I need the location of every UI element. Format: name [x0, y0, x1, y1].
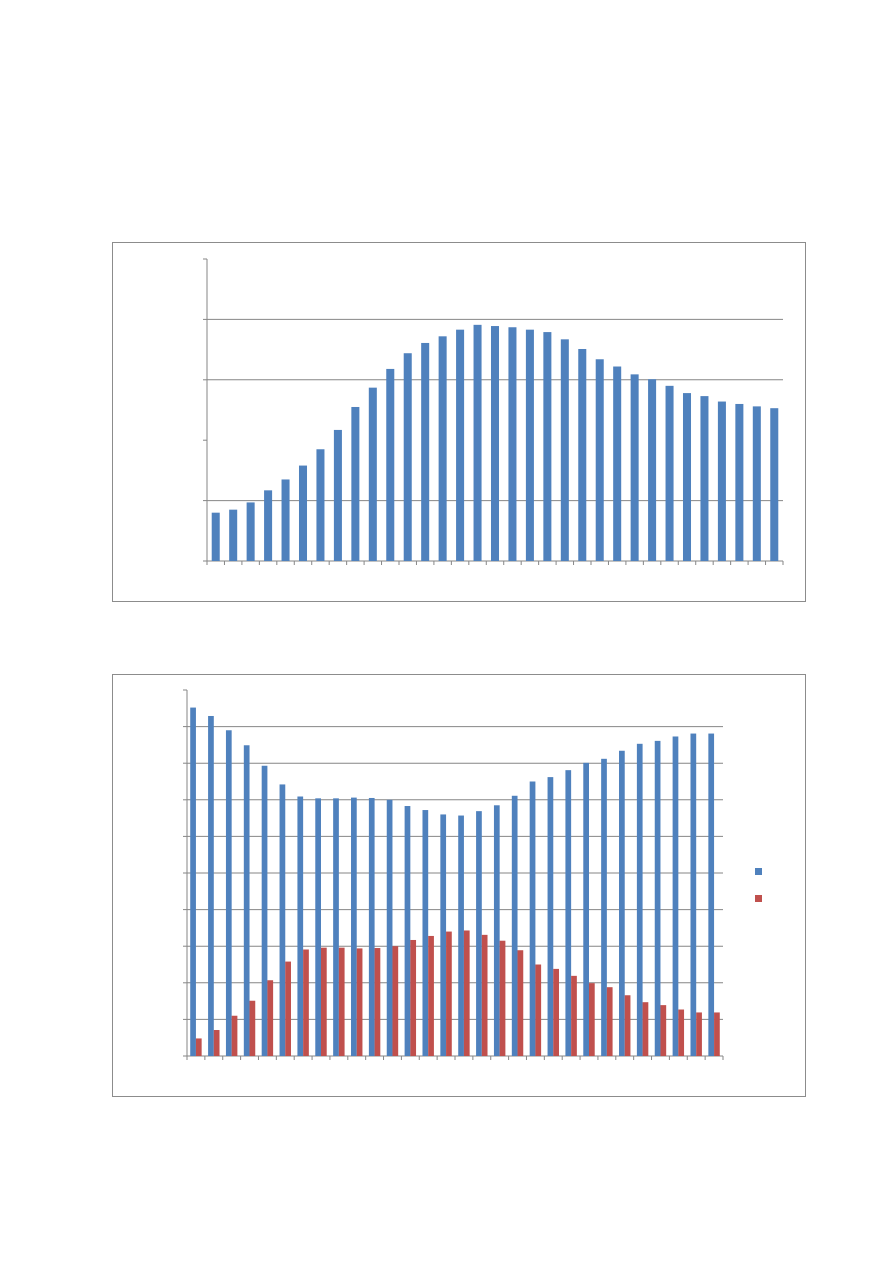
- chart-2-series-2-bar: [285, 961, 291, 1056]
- chart-2-series-2-bar: [696, 1012, 702, 1056]
- chart-1-series-1-bar: [403, 353, 412, 561]
- chart-2-series-1-bar: [225, 730, 232, 1056]
- chart-2-series-1-bar: [386, 799, 393, 1056]
- chart-2-series-1-bar: [279, 784, 286, 1056]
- chart-2-series-1-bar: [672, 736, 679, 1056]
- chart-2-series-1-bar: [529, 781, 536, 1056]
- chart-2-series-2-bar: [195, 1038, 202, 1056]
- chart-2-series-1-bar: [690, 733, 697, 1056]
- chart-2-legend-key-2: [755, 895, 762, 902]
- chart-2-svg: [183, 689, 762, 1060]
- chart-1-series-1-bar: [717, 401, 726, 561]
- chart-1-series-1-bar: [473, 324, 482, 561]
- chart-1-series-1-bar: [456, 329, 465, 561]
- chart-2-series-1-bar: [261, 765, 268, 1056]
- chart-2-series-1-bar: [547, 777, 554, 1056]
- chart-2-series-1-bar: [297, 796, 304, 1056]
- chart-2-series-2-bar: [517, 950, 524, 1056]
- chart-2-series-2-bar: [606, 987, 613, 1056]
- chart-2-series-1-bar: [190, 707, 196, 1056]
- chart-1-series-1-bar: [630, 374, 639, 561]
- chart-2-series-1-bar: [208, 715, 214, 1056]
- chart-2-series-1-bar: [243, 745, 250, 1056]
- chart-2-series-1-bar: [351, 797, 357, 1056]
- chart-1-series-1-bar: [752, 406, 761, 561]
- chart-2-series-1-bar: [315, 798, 321, 1056]
- chart-1-frame: [112, 242, 806, 602]
- chart-2-series-2-bar: [249, 1000, 256, 1056]
- chart-1-series-1-bar: [438, 336, 447, 561]
- chart-1-series-1-bar: [595, 359, 604, 561]
- chart-2-series-2-bar: [499, 940, 506, 1056]
- chart-1-series-1-bar: [613, 366, 622, 561]
- chart-1-series-1-bar: [560, 339, 569, 561]
- chart-2-series-2-bar: [267, 980, 274, 1056]
- chart-1-series-1-bar: [246, 502, 255, 561]
- chart-1-series-1-bar: [281, 479, 290, 561]
- chart-2-series-2-bar: [535, 964, 542, 1056]
- chart-2-series-1-bar: [708, 733, 715, 1056]
- chart-2-series-2-bar: [446, 931, 452, 1056]
- chart-1-series-1-bar: [543, 332, 552, 561]
- chart-2-series-2-bar: [321, 947, 327, 1056]
- chart-1-series-1-bar: [316, 449, 325, 561]
- chart-1-series-1-bar: [665, 385, 674, 561]
- chart-2-series-2-bar: [481, 934, 488, 1056]
- chart-2-series-2-bar: [410, 939, 417, 1056]
- chart-1-series-1-bar: [211, 512, 220, 561]
- chart-1-series-1-bar: [682, 393, 692, 561]
- chart-2-series-2-bar: [678, 1009, 685, 1056]
- chart-1-series-1-bar: [490, 326, 500, 561]
- chart-2-series-2-bar: [553, 968, 559, 1056]
- chart-2-series-2-bar: [392, 946, 399, 1056]
- chart-2-series-1-bar: [440, 814, 447, 1056]
- chart-2-series-2-bar: [338, 947, 345, 1056]
- chart-2-series-2-bar: [642, 1002, 649, 1056]
- chart-2-series-1-bar: [458, 815, 464, 1056]
- chart-2-series-1-bar: [368, 797, 375, 1056]
- chart-2-series-2-bar: [714, 1012, 720, 1056]
- chart-2-series-2-bar: [463, 930, 470, 1056]
- chart-2-series-1-bar: [654, 740, 661, 1056]
- chart-1-series-1-bar: [508, 327, 517, 561]
- chart-2-series-1-bar: [511, 795, 518, 1056]
- chart-2-frame: [112, 674, 806, 1097]
- chart-2-series-2-bar: [589, 983, 595, 1056]
- chart-2-series-1-bar: [619, 750, 625, 1056]
- chart-1-series-1-bar: [386, 368, 395, 561]
- chart-1-series-1-bar: [351, 406, 360, 561]
- chart-2-series-1-bar: [476, 811, 482, 1056]
- chart-2-series-2-bar: [231, 1015, 238, 1056]
- chart-1-series-1-bar: [368, 387, 377, 561]
- chart-2-series-2-bar: [374, 948, 381, 1056]
- chart-1-series-1-bar: [264, 490, 273, 561]
- chart-2-series-1-bar: [493, 805, 500, 1056]
- chart-2-series-1-bar: [601, 758, 607, 1056]
- chart-1-series-1-bar: [298, 465, 308, 561]
- chart-2-series-1-bar: [404, 806, 411, 1056]
- chart-2-series-1-bar: [565, 770, 572, 1056]
- chart-2-series-2-bar: [660, 1005, 667, 1056]
- chart-1-series-1-bar: [700, 396, 709, 561]
- chart-1-series-1-bar: [421, 342, 430, 561]
- chart-1-series-1-bar: [578, 348, 587, 561]
- chart-1-series-1-bar: [770, 408, 779, 561]
- chart-2-legend-key-1: [755, 868, 762, 875]
- chart-1-series-1-bar: [648, 379, 657, 561]
- chart-1-series-1-bar: [229, 509, 238, 561]
- chart-2-series-2-bar: [571, 975, 577, 1056]
- chart-1-series-1-bar: [735, 403, 744, 561]
- chart-2-series-1-bar: [333, 798, 339, 1056]
- chart-2-series-2-bar: [624, 995, 631, 1056]
- chart-1-svg: [203, 258, 784, 565]
- chart-2-series-2-bar: [428, 935, 434, 1056]
- chart-2-series-1-bar: [636, 743, 643, 1056]
- chart-2-series-1-bar: [422, 810, 429, 1056]
- chart-1-series-1-bar: [333, 429, 342, 561]
- chart-2-series-2-bar: [303, 949, 309, 1056]
- chart-2-series-1-bar: [583, 762, 589, 1056]
- chart-2-series-2-bar: [213, 1030, 220, 1056]
- chart-1-series-1-bar: [525, 329, 534, 561]
- chart-2-series-2-bar: [356, 948, 363, 1056]
